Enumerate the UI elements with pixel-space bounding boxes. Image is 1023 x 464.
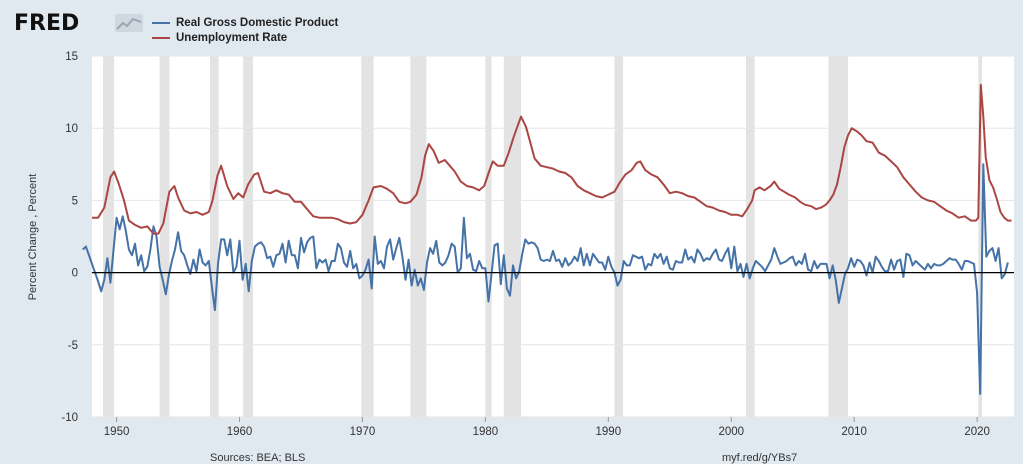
chart-legend: Real Gross Domestic Product Unemployment… (152, 15, 338, 45)
recession-band (210, 56, 219, 417)
legend-item-unemployment[interactable]: Unemployment Rate (152, 30, 338, 45)
short-url-link[interactable]: myf.red/g/YBs7 (722, 452, 798, 464)
gridlines (92, 55, 1014, 418)
recession-band (614, 56, 624, 417)
legend-label-gdp: Real Gross Domestic Product (176, 16, 339, 29)
x-tick-label: 1950 (104, 426, 130, 438)
real-gdp-line (82, 163, 1009, 395)
x-tick-label: 1970 (350, 426, 376, 438)
y-tick-label: 10 (65, 123, 78, 135)
recession-band (978, 56, 983, 417)
y-axis-label: Percent Change , Percent (27, 174, 39, 301)
recession-band (243, 56, 254, 417)
x-tick-label: 2000 (718, 426, 744, 438)
plot-background (92, 56, 1014, 417)
legend-label-unemployment: Unemployment Rate (176, 31, 288, 44)
legend-item-gdp[interactable]: Real Gross Domestic Product (152, 15, 338, 30)
recession-band (503, 56, 522, 417)
series-lines (82, 83, 1014, 395)
fred-logo-graph-icon (115, 14, 143, 32)
recession-bands (103, 56, 983, 417)
axis-labels: -10 -5 0 5 10 15 1950 1960 1970 1980 1990 2000 2010 2… (61, 51, 990, 438)
y-tick-label: 15 (65, 51, 78, 63)
y-tick-label: 5 (72, 195, 78, 207)
x-tick-label: 2020 (964, 426, 990, 438)
legend-swatch-unemployment (152, 36, 170, 39)
fred-logo[interactable]: FRED (14, 11, 80, 36)
unemployment-rate-line (92, 83, 1012, 235)
recession-band (828, 56, 849, 417)
recession-band (159, 56, 170, 417)
y-tick-label: 0 (72, 268, 78, 280)
recession-band (361, 56, 374, 417)
y-tick-label: -10 (61, 412, 78, 424)
y-tick-label: -5 (68, 340, 78, 352)
x-tick-label: 1980 (473, 426, 499, 438)
recession-band (410, 56, 427, 417)
legend-swatch-gdp (152, 21, 170, 24)
x-tick-label: 1960 (227, 426, 253, 438)
sources-text: Sources: BEA; BLS (210, 452, 306, 464)
recession-band (485, 56, 492, 417)
recession-band (746, 56, 755, 417)
recession-band (103, 56, 115, 417)
x-tick-label: 1990 (596, 426, 622, 438)
x-tick-label: 2010 (841, 426, 867, 438)
